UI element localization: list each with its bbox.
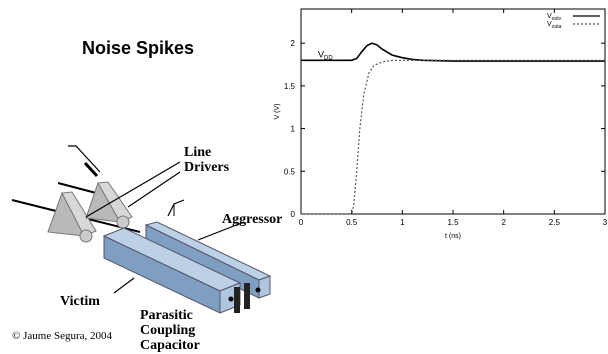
- legend-label-outa: Vouta: [547, 21, 562, 30]
- parasitic-label-line: Capacitor: [140, 338, 200, 353]
- y-tick-label: 2: [291, 39, 296, 48]
- vdd-annotation: VDD: [318, 49, 333, 61]
- y-tick-label: 0.5: [284, 167, 296, 176]
- capacitor-plate: [234, 287, 240, 313]
- x-tick-label: 3: [603, 218, 608, 227]
- aggressor-arrow: [197, 221, 245, 241]
- y-tick-label: 0: [291, 210, 296, 219]
- x-tick-label: 1: [400, 218, 405, 227]
- victim-input-wire: [57, 182, 101, 195]
- copyright-text: © Jaume Segura, 2004: [12, 330, 113, 342]
- x-axis-label: t (ns): [445, 233, 461, 240]
- y-tick-label: 1: [291, 125, 296, 134]
- capacitor-terminal: [255, 287, 261, 293]
- series-line-outv: [301, 42, 605, 62]
- line-driver-triangle-side: [61, 191, 97, 237]
- line-driver-bubble: [79, 229, 93, 243]
- line-driver-triangle-side: [97, 181, 133, 223]
- vdd-annotation-subscript: DD: [324, 55, 333, 61]
- x-tick-label: 1.5: [447, 218, 459, 227]
- x-tick-label: 0: [299, 218, 304, 227]
- parasitic-label-line: Coupling: [140, 323, 196, 338]
- line-drivers-arrow: [127, 171, 181, 208]
- parasitic-coupling-capacitor-label: Parasitic Coupling Capacitor: [140, 308, 200, 353]
- parasitic-label-line: Parasitic: [140, 308, 193, 323]
- line-drivers-arrow: [85, 161, 181, 218]
- plot-frame: [300, 8, 606, 215]
- slide-title: Noise Spikes: [82, 38, 195, 58]
- rising-edge-glyph: [68, 145, 101, 173]
- line-drivers-label-line: Line: [184, 145, 212, 160]
- y-axis-label: V (V): [274, 104, 281, 120]
- pulse-bar: [83, 161, 99, 178]
- x-tick-label: 2: [501, 218, 506, 227]
- line-drivers-label: Line Drivers: [184, 145, 229, 175]
- victim-arrow: [113, 277, 135, 294]
- legend-label-subscript: outv: [552, 16, 562, 22]
- coupling-illustration: [11, 145, 272, 314]
- series-line-outa: [301, 59, 605, 215]
- line-drivers-label-line: Drivers: [184, 160, 230, 175]
- victim-label: Victim: [60, 294, 100, 309]
- legend-label-subscript: outa: [552, 24, 562, 30]
- y-tick-label: 1.5: [284, 82, 296, 91]
- capacitor-terminal: [228, 296, 234, 302]
- capacitor-plate: [244, 283, 250, 309]
- legend-label-outv: Voutv: [547, 13, 562, 22]
- aggressor-label: Aggressor: [222, 212, 283, 227]
- x-tick-label: 2.5: [549, 218, 561, 227]
- x-tick-label: 0.5: [346, 218, 358, 227]
